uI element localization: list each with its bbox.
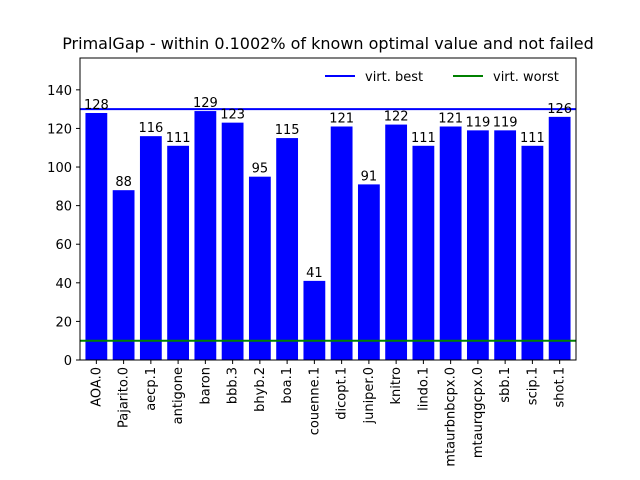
- x-tick-label-bbb-3: bbb.3: [226, 367, 241, 404]
- legend: virt. best virt. worst: [325, 70, 559, 85]
- legend-label-virt-best: virt. best: [365, 70, 423, 85]
- x-tick-label-knitro: knitro: [389, 367, 404, 405]
- x-tick-label-antigone: antigone: [171, 367, 186, 424]
- y-tick-label-100: 100: [47, 161, 72, 176]
- bar-juniper-0: [357, 184, 380, 360]
- bar-aoa-0: [85, 112, 108, 361]
- bar-value-label-aecp-1: 116: [138, 121, 163, 136]
- x-tick-label-mtaurqgcpx-0: mtaurqgcpx.0: [471, 367, 486, 458]
- bar-sbb-1: [494, 130, 517, 360]
- bar-lindo-1: [412, 145, 435, 360]
- y-tick-label-20: 20: [55, 315, 72, 330]
- bar-bhyb-2: [248, 176, 271, 360]
- x-tick-label-juniper-0: juniper.0: [362, 367, 377, 425]
- bar-value-label-mtaurbnbcpx-0: 121: [438, 112, 463, 127]
- bar-bbb-3: [221, 122, 244, 360]
- bar-value-label-mtaurqgcpx-0: 119: [465, 115, 490, 130]
- bar-dicopt-1: [330, 126, 353, 360]
- bar-couenne-1: [303, 280, 326, 360]
- bar-value-label-baron: 129: [193, 96, 218, 111]
- x-tick-label-lindo-1: lindo.1: [416, 367, 431, 411]
- bar-value-label-aoa-0: 128: [84, 98, 109, 113]
- bar-value-label-sbb-1: 119: [493, 115, 518, 130]
- bar-value-label-bhyb-2: 95: [252, 162, 269, 177]
- bar-value-label-boa-1: 115: [275, 123, 300, 138]
- x-tick-label-scip-1: scip.1: [525, 367, 540, 405]
- bar-value-label-couenne-1: 41: [306, 266, 323, 281]
- bar-knitro: [385, 124, 408, 361]
- bar-antigone: [167, 145, 190, 360]
- x-tick-label-dicopt-1: dicopt.1: [335, 367, 350, 420]
- bar-value-label-antigone: 111: [166, 131, 191, 146]
- bar-mtaurbnbcpx-0: [439, 126, 462, 360]
- bar-value-label-dicopt-1: 121: [329, 112, 354, 127]
- bar-aecp-1: [139, 136, 162, 360]
- reference-lines: [80, 108, 576, 342]
- y-tick-label-0: 0: [64, 354, 72, 369]
- x-tick-label-sbb-1: sbb.1: [498, 367, 513, 403]
- x-tick-label-baron: baron: [198, 367, 213, 404]
- x-tick-label-mtaurbnbcpx-0: mtaurbnbcpx.0: [444, 367, 459, 467]
- bar-baron: [194, 111, 217, 360]
- bar-value-label-shot-1: 126: [547, 102, 572, 117]
- bar-boa-1: [276, 138, 299, 360]
- plot-frame: [79, 57, 577, 361]
- x-tick-label-boa-1: boa.1: [280, 367, 295, 404]
- bar-value-label-scip-1: 111: [520, 131, 545, 146]
- bar-value-label-knitro: 122: [384, 110, 409, 125]
- y-tick-label-140: 140: [47, 84, 72, 99]
- bar-mtaurqgcpx-0: [466, 130, 489, 360]
- bar-scip-1: [521, 145, 544, 360]
- bar-value-label-lindo-1: 111: [411, 131, 436, 146]
- x-axis: AOA.0 Pajarito.0 aecp.1 antigone baron bbb.3 b…: [89, 360, 568, 467]
- bar-value-label-pajarito-0: 88: [115, 175, 132, 190]
- chart-title: PrimalGap - within 0.1002% of known opti…: [62, 34, 594, 53]
- x-tick-label-aecp-1: aecp.1: [144, 367, 159, 411]
- legend-label-virt-worst: virt. worst: [493, 70, 559, 85]
- bar-pajarito-0: [112, 190, 135, 360]
- x-tick-label-bhyb-2: bhyb.2: [253, 367, 268, 412]
- x-tick-label-couenne-1: couenne.1: [307, 367, 322, 435]
- bar-series: [85, 111, 571, 361]
- x-tick-label-pajarito-0: Pajarito.0: [117, 367, 132, 428]
- bar-shot-1: [548, 116, 571, 360]
- y-axis: 0 20 40 60 80 100 120 140: [47, 84, 80, 369]
- y-tick-label-120: 120: [47, 122, 72, 137]
- x-tick-label-shot-1: shot.1: [553, 367, 568, 407]
- y-tick-label-40: 40: [55, 277, 72, 292]
- y-tick-label-60: 60: [55, 238, 72, 253]
- bar-value-label-bbb-3: 123: [220, 108, 245, 123]
- bar-value-label-juniper-0: 91: [361, 169, 378, 184]
- x-tick-label-aoa-0: AOA.0: [89, 367, 104, 407]
- y-tick-label-80: 80: [55, 200, 72, 215]
